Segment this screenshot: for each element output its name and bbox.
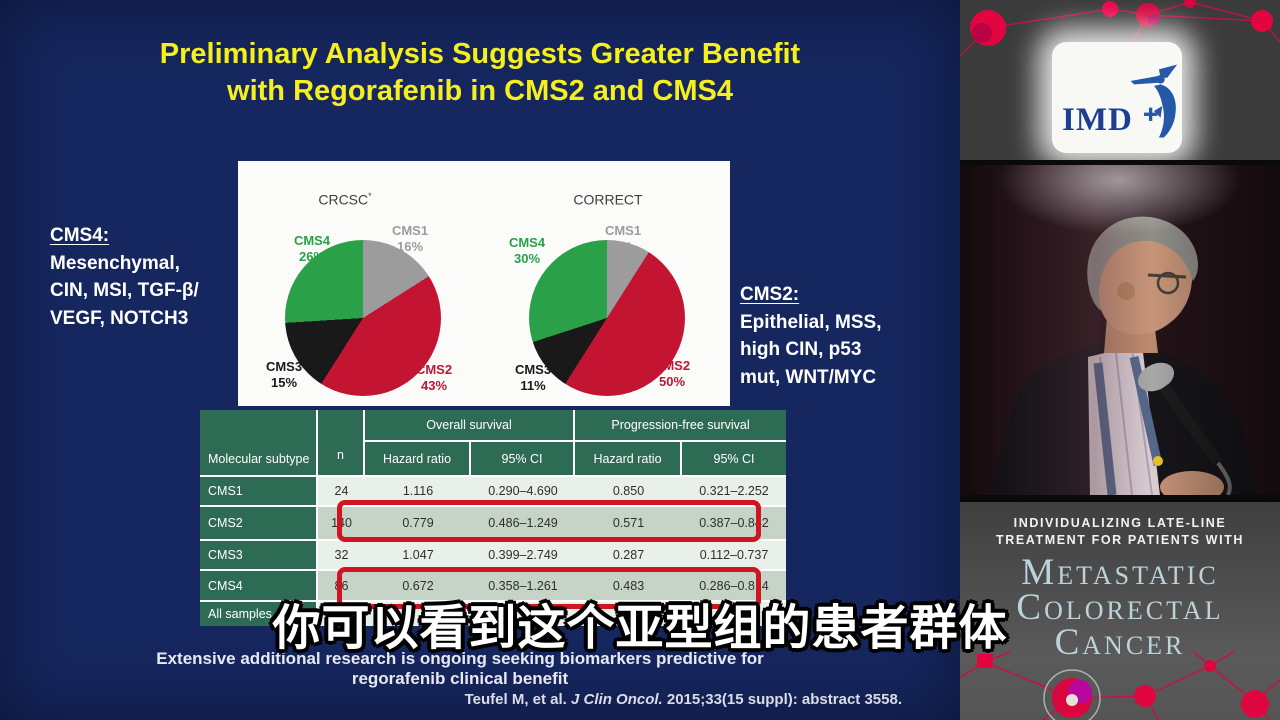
table-row-values: 86 0.672 0.358–1.261 0.483 0.286–0.814 — [318, 571, 786, 600]
table-row-values: 32 1.047 0.399–2.749 0.287 0.112–0.737 — [318, 541, 786, 569]
cms4-annotation-line: CIN, MSI, TGF-β/ — [50, 280, 199, 301]
table-row-label: All samples — [200, 602, 316, 626]
program-subtitle-line2: TREATMENT FOR PATIENTS WITH — [995, 533, 1245, 547]
cms4-annotation-line: VEGF, NOTCH3 — [50, 307, 189, 329]
table-cell: 0.358–1.261 — [488, 578, 558, 593]
col-header-hazard-ratio: Hazard ratio — [365, 442, 469, 475]
table-cell: 0.779 — [402, 516, 434, 530]
table-row-values: 140 0.779 0.486–1.249 0.571 0.387–0.842 — [318, 507, 786, 539]
table-cell: 0.321–2.252 — [699, 484, 769, 498]
table-cell: 0.483 — [612, 578, 645, 593]
footer-message-line2: regorafenib clinical benefit — [351, 669, 569, 688]
network-graphic-top — [960, 0, 1280, 58]
table-cell: 32 — [334, 548, 349, 562]
slide-title-line2: with Regorafenib in CMS2 and CMS4 — [227, 75, 733, 107]
program-title-line1: Metastatic — [1021, 552, 1219, 593]
pie-chart-crcsc — [285, 240, 441, 396]
program-title-line2: Colorectal — [1016, 587, 1224, 628]
pie-title-correct: CORRECT — [528, 191, 688, 208]
table-cell: 0.290–4.690 — [488, 484, 558, 498]
pie-charts-panel: CRCSC* CORRECT CMS1 16% CMS2 43% CMS3 15% C… — [238, 161, 730, 406]
table-cell: 0.850 — [612, 484, 645, 498]
program-title: Metastatic Colorectal Cancer — [960, 552, 1280, 663]
cms4-annotation-line: Mesenchymal, — [50, 252, 180, 274]
cms2-annotation-heading: CMS2: — [740, 284, 800, 305]
pie-title-crcsc: CRCSC* — [265, 191, 425, 208]
table-cell: 1.047 — [402, 548, 434, 562]
table-cell: 0.287 — [612, 548, 645, 562]
pie-title-text: CORRECT — [573, 191, 643, 208]
slide-title-line1: Preliminary Analysis Suggests Greater Be… — [159, 38, 801, 70]
speaker-video — [960, 160, 1280, 502]
cms2-annotation-line: mut, WNT/MYC — [740, 366, 877, 388]
table-cell: 0.399–2.749 — [488, 548, 558, 562]
network-graphic-bottom — [960, 652, 1280, 720]
presentation-slide: Preliminary Analysis Suggests Greater Be… — [0, 0, 960, 720]
imd-logo: IMD — [1052, 42, 1182, 153]
table-cell: 0.486–1.249 — [488, 516, 558, 530]
pie-label-cms2: CMS2 50% — [653, 358, 691, 389]
col-group-overall-survival: Overall survival — [365, 410, 573, 440]
col-group-progression-free-survival: Progression-free survival — [575, 410, 786, 440]
citation: Teufel M, et al. J Clin Oncol. 2015;33(1… — [464, 691, 902, 708]
video-side-panel: IMD — [960, 0, 1280, 720]
panel-header: IMD — [960, 0, 1280, 160]
pie-label-cms3: CMS3 11% — [514, 362, 552, 393]
table-row-label: CMS2 — [200, 507, 316, 539]
pie-title-text: CRCSC — [318, 191, 369, 208]
cms2-annotation-line: high CIN, p53 — [740, 339, 862, 360]
footer-message: Extensive additional research is ongoing… — [20, 649, 900, 689]
footer-message-line1: Extensive additional research is ongoing… — [156, 649, 764, 668]
cms2-annotation: CMS2: Epithelial, MSS, high CIN, p53 mut… — [740, 281, 950, 391]
program-title-line3: Cancer — [1054, 622, 1186, 663]
col-header-hazard-ratio: Hazard ratio — [575, 442, 680, 475]
pie-label-cms1: CMS1 9% — [604, 223, 642, 254]
program-subtitle-line1: INDIVIDUALIZING LATE-LINE — [1013, 516, 1227, 530]
table-row-label: CMS4 — [200, 571, 316, 600]
pie-label-cms2: CMS2 43% — [415, 362, 453, 393]
pie-chart-correct — [529, 240, 685, 396]
slide-title: Preliminary Analysis Suggests Greater Be… — [40, 36, 920, 110]
cms4-annotation-heading: CMS4: — [50, 225, 110, 246]
pie-label-cms1: CMS1 16% — [391, 223, 429, 254]
pie-label-cms4: CMS4 26% — [293, 233, 331, 264]
program-subtitle: INDIVIDUALIZING LATE-LINE TREATMENT FOR … — [960, 515, 1280, 549]
kingfisher-bird-icon — [1130, 64, 1178, 138]
chinese-subtitle: 你可以看到这个亚型组的患者群体 — [272, 600, 1008, 656]
cms2-highlight-box — [337, 500, 761, 542]
col-header-95ci: 95% CI — [471, 442, 573, 475]
table-cell: 0.387–0.842 — [699, 516, 769, 530]
table-cell: 1.116 — [402, 484, 434, 498]
col-header-n: n — [318, 410, 363, 475]
col-header-95ci: 95% CI — [682, 442, 786, 475]
table-cell: 0.286–0.814 — [699, 578, 769, 593]
imd-logo-text: IMD — [1062, 102, 1133, 138]
table-cell: 0.112–0.737 — [699, 548, 769, 562]
pie-label-cms3: CMS3 15% — [265, 359, 303, 390]
program-title-card: INDIVIDUALIZING LATE-LINE TREATMENT FOR … — [960, 502, 1280, 720]
col-header-molecular-subtype: Molecular subtype — [200, 410, 316, 475]
table-cell: 0.571 — [612, 516, 645, 530]
cms4-annotation: CMS4: Mesenchymal, CIN, MSI, TGF-β/ VEGF… — [50, 222, 250, 332]
pie-label-cms4: CMS4 30% — [508, 235, 546, 266]
table-cell: 0.672 — [402, 578, 434, 593]
survival-table: Molecular subtype n Overall survival Pro… — [200, 410, 786, 626]
table-row-label: CMS1 — [200, 477, 316, 505]
pie-title-sup: * — [368, 191, 372, 201]
cms2-annotation-line: Epithelial, MSS, — [740, 311, 882, 333]
table-cell: 24 — [334, 484, 349, 498]
table-row-label: CMS3 — [200, 541, 316, 569]
